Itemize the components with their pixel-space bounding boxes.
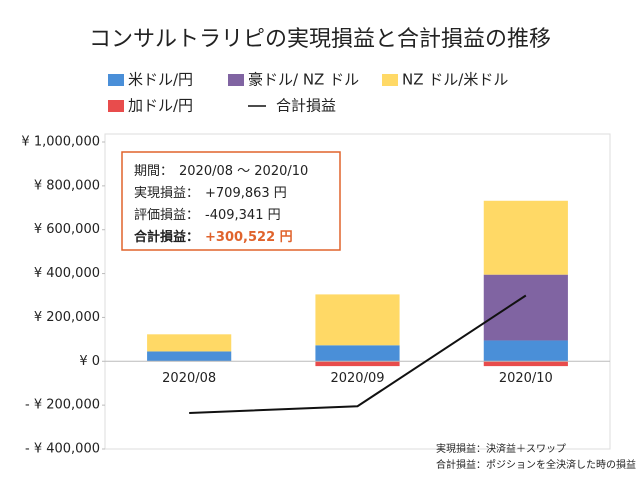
bar-segment <box>483 361 568 367</box>
y-tick-label: ¥ 1,000,000 <box>21 135 100 150</box>
annotation-value: +709,863 円 <box>205 186 287 201</box>
x-tick-label: 2020/09 <box>330 371 384 386</box>
legend-swatch <box>228 74 244 86</box>
bar-segment <box>483 340 568 362</box>
footnote: 合計損益：ポジションを全決済した時の損益 <box>436 458 636 471</box>
bar-segment <box>315 294 400 346</box>
y-tick-label: ¥ 0 <box>79 354 100 369</box>
x-tick-label: 2020/10 <box>499 371 553 386</box>
annotation-label: 期間： <box>134 164 173 179</box>
annotation-label: 合計損益： <box>134 229 199 245</box>
bar-segment <box>483 200 568 275</box>
legend-swatch <box>108 100 124 112</box>
annotation-text: 評価損益： -409,341 円 <box>134 208 281 223</box>
y-tick-label: ¥ 800,000 <box>34 178 100 193</box>
legend-label: 豪ドル/ NZ ドル <box>248 71 359 89</box>
annotation-value: -409,341 円 <box>205 208 281 223</box>
y-tick-label: - ¥ 200,000 <box>25 398 100 413</box>
annotation-box <box>121 151 341 251</box>
plot-frame <box>104 133 611 450</box>
legend-label: 加ドル/円 <box>128 97 193 115</box>
y-tick-label: ¥ 600,000 <box>34 222 100 237</box>
legend-label: 合計損益 <box>276 97 336 115</box>
legend-label: 米ドル/円 <box>128 71 193 89</box>
annotation-text: 期間： 2020/08 ～ 2020/10 <box>134 164 308 179</box>
bar-segment <box>483 274 568 341</box>
bar-segment <box>147 334 232 352</box>
legend-swatch <box>382 74 398 86</box>
annotation-text: 合計損益： +300,522 円 <box>134 229 293 245</box>
annotation-label: 実現損益： <box>134 185 199 201</box>
annotation-text: 実現損益： +709,863 円 <box>134 185 287 201</box>
x-tick-label: 2020/08 <box>162 371 216 386</box>
bar-segment <box>147 351 232 362</box>
y-tick-label: ¥ 200,000 <box>34 310 100 325</box>
y-tick-label: - ¥ 400,000 <box>25 442 100 457</box>
annotation-label: 評価損益： <box>134 208 199 223</box>
total-line <box>189 294 527 415</box>
bar-segment <box>315 345 400 362</box>
footnote: 実現損益：決済益＋スワップ <box>436 442 566 455</box>
chart-title: コンサルトラリピの実現損益と合計損益の推移 <box>89 27 551 52</box>
legend-label: NZ ドル/米ドル <box>402 71 508 89</box>
bar-segment <box>315 361 400 367</box>
legend-swatch <box>108 74 124 86</box>
annotation-value: 2020/08 ～ 2020/10 <box>179 164 308 179</box>
y-tick-label: ¥ 400,000 <box>34 266 100 281</box>
annotation-value: +300,522 円 <box>205 230 293 245</box>
